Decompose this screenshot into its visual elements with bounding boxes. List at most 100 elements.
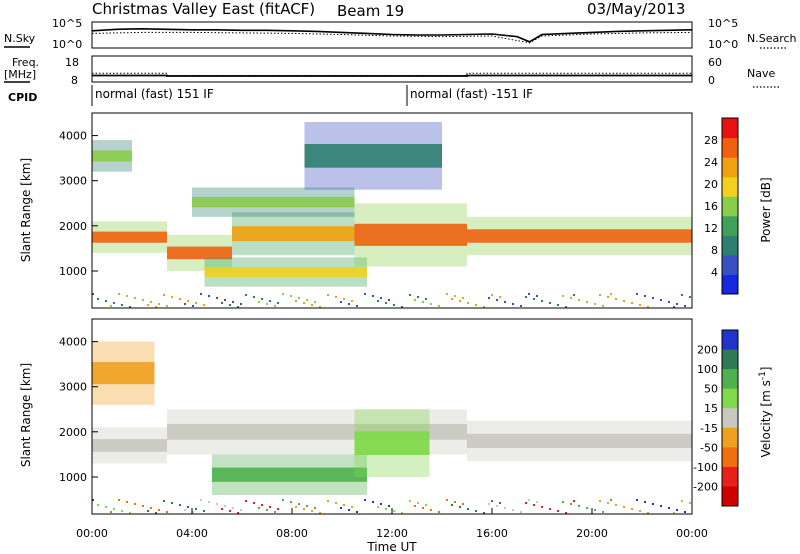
noise-speckle — [224, 505, 226, 507]
noise-speckle — [356, 511, 358, 513]
noise-speckle — [282, 499, 284, 501]
noise-speckle — [105, 506, 107, 508]
noise-speckle — [147, 304, 149, 306]
noise-speckle — [525, 296, 527, 298]
noise-speckle — [97, 298, 99, 300]
noise-speckle — [491, 294, 493, 296]
echo-band-core — [92, 231, 167, 243]
echo-band-core — [167, 246, 232, 260]
velocity-colorbar-tick-label: -100 — [693, 461, 718, 474]
noise-speckle — [446, 293, 448, 295]
noise-speckle — [673, 306, 675, 308]
noise-speckle — [147, 510, 149, 512]
noise-speckle — [388, 299, 390, 301]
noise-speckle — [401, 512, 403, 514]
noise-speckle — [229, 304, 231, 306]
noise-speckle — [594, 303, 596, 305]
velocity-colorbar-segment — [722, 408, 738, 429]
echo-band-core — [212, 467, 367, 482]
noise-speckle — [319, 512, 321, 514]
noise-speckle — [150, 507, 152, 509]
noise-speckle — [377, 300, 379, 302]
velocity-colorbar-tick-label: -200 — [693, 480, 718, 493]
noise-speckle — [240, 303, 242, 305]
power-colorbar-segment — [722, 235, 738, 256]
noise-speckle — [129, 306, 131, 308]
noise-speckle — [681, 294, 683, 296]
noise-speckle — [134, 503, 136, 505]
noise-speckle — [290, 501, 292, 503]
noise-speckle — [525, 502, 527, 504]
noise-speckle — [245, 500, 247, 502]
noise-speckle — [393, 304, 395, 306]
power-colorbar-tick-label: 20 — [704, 178, 718, 191]
noise-speckle — [343, 504, 345, 506]
noise-speckle — [409, 500, 411, 502]
nave-tick-bottom: 0 — [708, 74, 715, 87]
noise-speckle — [118, 293, 120, 295]
noise-speckle — [245, 294, 247, 296]
power-colorbar-segment — [722, 176, 738, 197]
noise-speckle — [496, 505, 498, 507]
noise-speckle — [570, 503, 572, 505]
noise-speckle — [335, 502, 337, 504]
noise-speckle — [454, 501, 456, 503]
noise-speckle — [134, 297, 136, 299]
noise-speckle — [335, 296, 337, 298]
noise-speckle — [528, 293, 530, 295]
noise-speckle — [142, 505, 144, 507]
noise-speckle — [290, 295, 292, 297]
power-colorbar-segment — [722, 274, 738, 295]
noise-speckle — [533, 298, 535, 300]
noise-speckle — [488, 503, 490, 505]
date-label: 03/May/2013 — [587, 0, 685, 18]
freq-tick-top: 18 — [65, 56, 79, 69]
freq-label: Freq. [MHz] — [4, 56, 43, 81]
noise-speckle — [372, 501, 374, 503]
noise-speckle — [92, 499, 94, 501]
frequency-panel-frame — [91, 55, 693, 83]
echo-band-core — [92, 439, 167, 452]
noise-speckle — [520, 305, 522, 307]
noise-speckle — [573, 500, 575, 502]
noise-speckle — [327, 294, 329, 296]
velocity-colorbar-frame — [721, 329, 739, 507]
noise-speckle — [462, 503, 464, 505]
noise-speckle — [676, 509, 678, 511]
noise-speckle — [414, 299, 416, 301]
noise-speckle — [303, 508, 305, 510]
noise-speckle — [467, 302, 469, 304]
noise-speckle — [689, 502, 691, 504]
noise-speckle — [179, 504, 181, 506]
noise-speckle — [414, 505, 416, 507]
power-colorbar-segment — [722, 157, 738, 178]
noise-speckle — [274, 511, 276, 513]
noise-speckle — [459, 300, 461, 302]
power-y-axis-label: Slant Range [km] — [19, 158, 33, 262]
noise-speckle — [586, 507, 588, 509]
echo-band-core — [192, 197, 355, 208]
noise-speckle — [163, 294, 165, 296]
noise-right-tick-top: 10^5 — [708, 17, 738, 30]
noise-speckle — [623, 506, 625, 508]
cpid-segment-label: normal (fast) -151 IF — [410, 87, 533, 101]
noise-speckle — [269, 506, 271, 508]
noise-speckle — [97, 504, 99, 506]
noise-speckle — [166, 511, 168, 513]
power-panel: 1000 2000 3000 4000 Slant Range [km] 4 8 12 16… — [19, 112, 773, 309]
noise-speckle — [113, 302, 115, 304]
velocity-colorbar-tick-label: 50 — [704, 383, 718, 396]
noise-speckle — [557, 304, 559, 306]
noise-speckle — [351, 506, 353, 508]
noise-speckle — [340, 301, 342, 303]
noise-speckle — [105, 300, 107, 302]
noise-speckle — [483, 512, 485, 514]
velocity-colorbar-tick-label: 15 — [704, 402, 718, 415]
velocity-y-tick-label: 1000 — [59, 471, 87, 484]
freq-series-line — [92, 74, 692, 77]
noise-speckle — [586, 301, 588, 303]
noise-speckle — [422, 301, 424, 303]
noise-speckle — [253, 296, 255, 298]
noise-speckle — [327, 500, 329, 502]
noise-speckle — [623, 300, 625, 302]
